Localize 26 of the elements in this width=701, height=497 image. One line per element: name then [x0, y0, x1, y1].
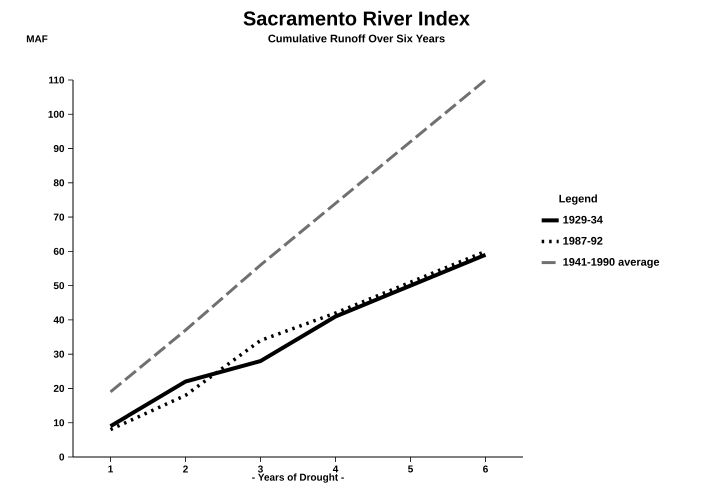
- y-tick-label: 40: [54, 316, 64, 324]
- x-tick-label: 6: [483, 466, 488, 473]
- y-tick-label: 80: [54, 179, 64, 186]
- x-tick-label: 3: [258, 466, 263, 473]
- y-tick-label: 100: [48, 110, 64, 118]
- y-tick-label: 0: [59, 453, 64, 461]
- chart-title: Sacramento River Index: [244, 10, 470, 26]
- y-tick-label: 30: [54, 350, 64, 358]
- y-tick-label: 70: [54, 214, 64, 221]
- y-tick-label: 10: [54, 419, 64, 426]
- legend-title: Legend: [559, 194, 597, 205]
- legend-label: 1929-34: [563, 216, 603, 224]
- y-axis-title: MAF: [26, 35, 48, 42]
- x-tick-label: 4: [332, 465, 338, 472]
- x-tick-label: 5: [408, 465, 413, 472]
- x-tick-label: 1: [108, 465, 113, 472]
- x-axis-title: - Years of Drought -: [252, 473, 344, 483]
- y-tick-label: 90: [54, 145, 64, 152]
- legend-label: 1987-92: [563, 236, 602, 245]
- y-tick-label: 60: [54, 248, 64, 255]
- y-tick-label: 110: [49, 76, 64, 84]
- y-tick-label: 50: [54, 282, 64, 290]
- legend-label: 1941-1990 average: [563, 258, 660, 268]
- x-tick-label: 2: [183, 466, 188, 472]
- chart-subtitle: Cumulative Runoff Over Six Years: [268, 34, 445, 42]
- y-tick-label: 20: [54, 384, 64, 392]
